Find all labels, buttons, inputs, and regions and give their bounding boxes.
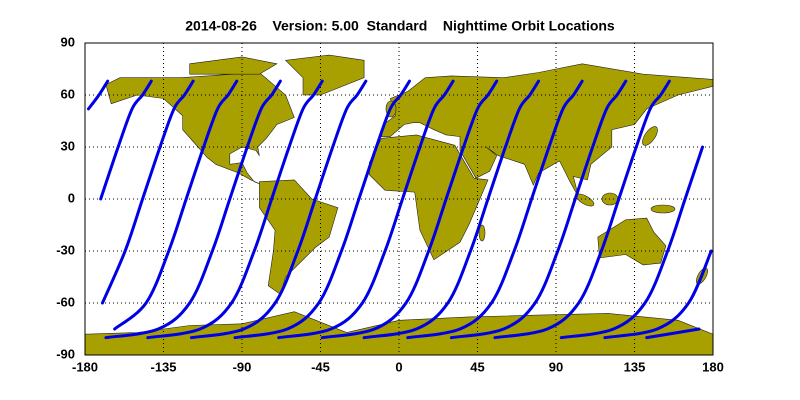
x-tick-label: 45	[470, 359, 484, 374]
orbit-track	[320, 79, 499, 340]
y-tick-label: -60	[56, 294, 75, 309]
y-tick-label: 90	[61, 34, 75, 49]
x-tick-label: 135	[624, 359, 646, 374]
orbit-track	[104, 79, 282, 340]
orbit-track	[559, 145, 705, 340]
orbit-track	[113, 79, 239, 331]
orbit-track	[99, 79, 153, 201]
x-tick-label: -90	[233, 359, 252, 374]
orbit-track	[603, 249, 713, 340]
orbit-track	[449, 79, 628, 340]
eurasia	[381, 63, 713, 198]
tick-labels: -180 -135 -90 -45 0 45 90 135 180 90 60 30 0 -30 -60 -9…	[56, 34, 724, 374]
y-tick-label: -30	[56, 242, 75, 257]
orbit-track	[233, 79, 411, 340]
orbit-track	[493, 79, 671, 340]
north-america	[105, 72, 295, 186]
x-tick-label: 0	[395, 359, 402, 374]
x-tick-label: -135	[150, 359, 176, 374]
orbit-tracks	[86, 79, 713, 340]
arctic-islands	[189, 56, 278, 75]
y-tick-label: 30	[61, 138, 75, 153]
x-tick-label: -45	[311, 359, 330, 374]
y-tick-label: -90	[56, 346, 75, 361]
orbit-track	[146, 79, 324, 340]
orbit-track	[86, 79, 110, 111]
y-tick-label: 0	[68, 190, 75, 205]
japan	[642, 126, 658, 146]
x-tick-label: 180	[702, 359, 724, 374]
orbit-track	[100, 79, 195, 305]
orbit-track	[277, 79, 455, 340]
greenland	[284, 54, 365, 96]
y-tick-label: 60	[61, 86, 75, 101]
new-guinea	[650, 204, 676, 214]
x-tick-label: -180	[72, 359, 98, 374]
orbit-track	[189, 79, 368, 340]
chart-title: 2014-08-26 Version: 5.00 Standard Nightt…	[185, 18, 615, 34]
x-tick-label: 90	[549, 359, 563, 374]
australia	[597, 217, 667, 266]
orbit-track	[362, 79, 541, 340]
orbit-track	[645, 327, 701, 340]
orbit-track	[406, 79, 584, 340]
madagascar	[478, 224, 486, 242]
plot-frame	[84, 42, 714, 356]
